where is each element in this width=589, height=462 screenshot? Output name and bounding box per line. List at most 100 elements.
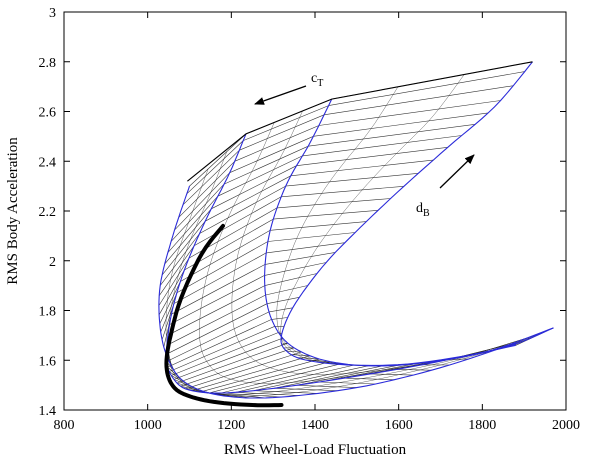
mesh-line xyxy=(370,373,414,376)
envelope-curve xyxy=(158,185,516,399)
mesh-line xyxy=(167,319,272,368)
mesh-line xyxy=(296,385,357,388)
mesh-line xyxy=(169,326,275,372)
mesh-lines xyxy=(158,61,554,399)
mesh-line xyxy=(291,354,311,357)
mesh-line xyxy=(193,196,282,247)
y-tick-label: 1.6 xyxy=(39,354,57,369)
mesh-line xyxy=(185,351,302,390)
mesh-line xyxy=(209,392,266,399)
mesh-line xyxy=(296,357,320,360)
mesh-line xyxy=(270,221,367,231)
mesh-line xyxy=(302,135,462,157)
mesh-line xyxy=(296,364,399,386)
envelope-curve xyxy=(264,98,554,367)
mesh-line xyxy=(159,233,200,286)
mesh-line xyxy=(199,122,529,384)
mesh-line xyxy=(296,147,448,166)
mesh-line xyxy=(448,358,470,360)
mesh-line xyxy=(231,110,541,375)
mesh-line xyxy=(166,303,268,355)
mesh-line xyxy=(176,241,269,293)
mesh-line xyxy=(199,358,320,393)
mesh-line xyxy=(158,245,195,296)
mesh-line xyxy=(164,208,212,265)
db-label-main: d xyxy=(416,201,423,216)
mesh-line xyxy=(253,390,319,394)
mesh-line xyxy=(308,124,476,147)
y-tick-label: 2.2 xyxy=(39,205,57,220)
mesh-line xyxy=(239,114,325,151)
axis-ticks xyxy=(63,11,567,411)
mesh-line xyxy=(180,230,271,282)
mesh-line xyxy=(276,198,391,209)
mesh-line xyxy=(217,155,303,197)
mesh-line xyxy=(285,173,419,187)
mesh-line xyxy=(264,273,318,286)
mesh-line xyxy=(178,161,235,218)
x-tick-label: 1600 xyxy=(385,418,413,433)
mesh-line xyxy=(174,172,230,231)
db-label: dB xyxy=(416,201,430,219)
mesh-line xyxy=(170,183,225,242)
mesh-line xyxy=(280,74,554,366)
db-label-sub: B xyxy=(423,208,430,219)
mesh-line xyxy=(167,151,516,395)
mesh-line xyxy=(267,232,356,242)
mesh-line xyxy=(221,392,282,398)
mesh-line xyxy=(176,342,288,384)
mesh-line xyxy=(274,365,383,389)
mesh-line xyxy=(281,186,404,198)
db-arrow xyxy=(439,154,475,189)
x-tick-label: 1200 xyxy=(217,418,245,433)
ct-label-main: c xyxy=(311,71,317,86)
x-tick-label: 1800 xyxy=(468,418,496,433)
y-tick-labels: 1.4 1.6 1.8 2 2.2 2.4 2.6 2.8 3 xyxy=(39,6,57,419)
y-tick-label: 2.4 xyxy=(39,155,57,170)
mesh-line xyxy=(313,112,489,137)
x-tick-label: 2000 xyxy=(552,418,580,433)
envelope-curves xyxy=(158,61,554,399)
mesh-line xyxy=(266,297,300,304)
mesh-line xyxy=(169,275,265,325)
locus-line xyxy=(164,223,284,408)
mesh-line xyxy=(319,363,417,383)
y-tick-label: 1.8 xyxy=(39,305,57,320)
mesh-line xyxy=(396,369,432,371)
mesh-line xyxy=(165,168,516,397)
mesh-line xyxy=(171,332,279,376)
mesh-line xyxy=(167,196,219,253)
mesh-line xyxy=(319,381,376,385)
x-axis-title: RMS Wheel-Load Fluctuation xyxy=(224,442,407,458)
x-tick-label: 800 xyxy=(54,418,75,433)
mesh-line xyxy=(229,136,314,173)
y-tick-label: 1.4 xyxy=(39,404,57,419)
mesh-line xyxy=(265,285,308,296)
y-tick-label: 2.6 xyxy=(39,106,57,121)
mesh-line xyxy=(271,317,288,320)
mesh-line xyxy=(290,159,434,177)
mesh-line xyxy=(166,294,266,346)
ct-arrow xyxy=(254,85,307,105)
mesh-line xyxy=(281,342,288,345)
ct-label: cT xyxy=(311,71,323,89)
y-tick-label: 3 xyxy=(49,6,56,21)
mesh-line xyxy=(167,285,265,336)
mesh-line xyxy=(173,252,267,304)
mesh-line xyxy=(158,269,185,315)
mesh-line xyxy=(253,365,369,391)
mesh-line xyxy=(186,140,244,195)
mesh-line xyxy=(343,377,395,380)
mesh-line xyxy=(182,149,240,206)
mesh-line xyxy=(192,355,311,391)
mesh-line xyxy=(173,337,283,380)
mesh-line xyxy=(266,242,345,254)
y-tick-label: 2 xyxy=(49,255,56,270)
mesh-line xyxy=(318,100,501,126)
mesh-line xyxy=(161,221,206,276)
mesh-line xyxy=(180,347,295,387)
outer-frame-line xyxy=(187,61,533,182)
mesh-line xyxy=(166,311,270,362)
mesh-line xyxy=(264,262,327,276)
